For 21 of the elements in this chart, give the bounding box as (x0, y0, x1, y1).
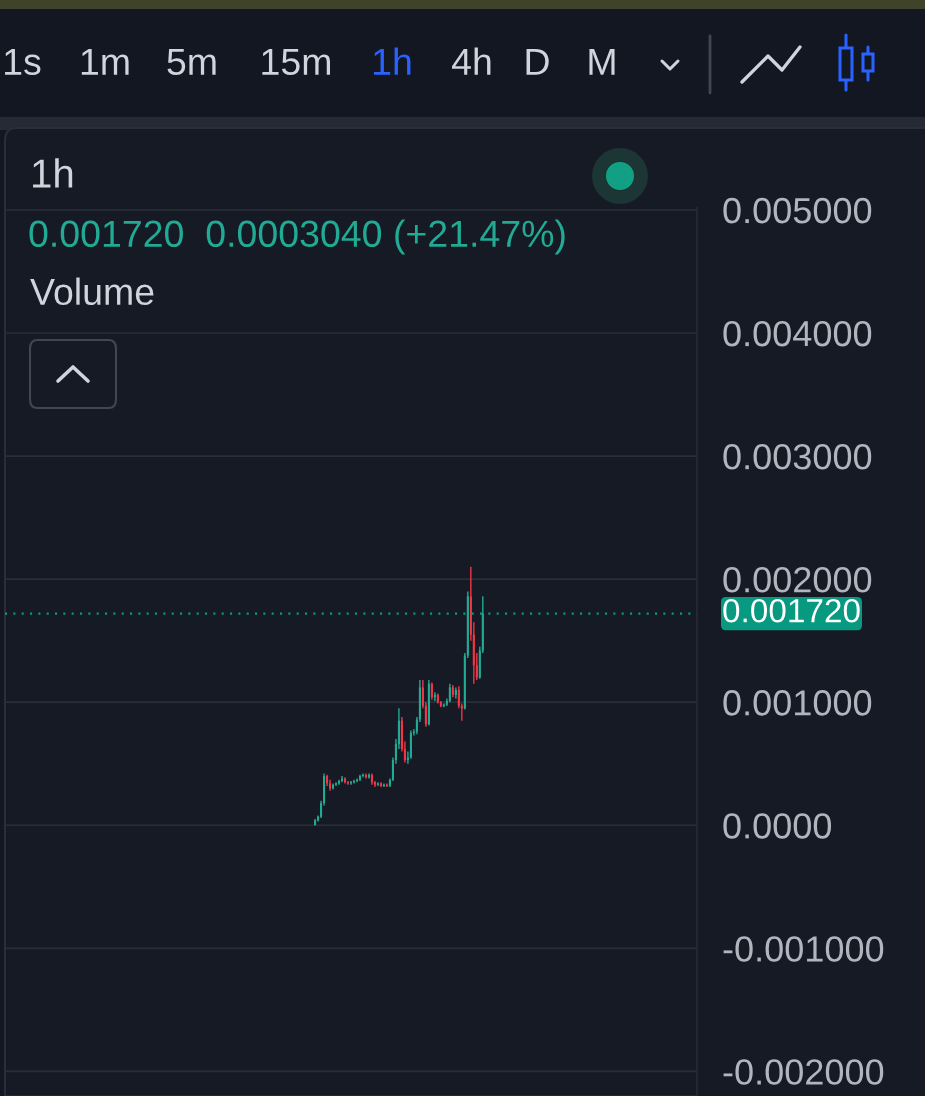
text: 1m (81, 48, 129, 75)
text: 5m (167, 48, 216, 76)
ref-line-label: 0.001720 (723, 598, 860, 623)
y-tick-label: 0.0000 (723, 813, 832, 839)
y-tick-label: -0.002000 (723, 1059, 884, 1085)
y-tick-label: 0.001000 (723, 690, 872, 716)
text: M (589, 48, 615, 75)
text: D (526, 48, 549, 75)
text: 1s (5, 48, 41, 76)
y-tick-label: 0.003000 (723, 443, 872, 470)
chart-title: 1h (33, 158, 73, 188)
candlestick (448, 683, 451, 703)
text: 4h (452, 47, 491, 75)
y-tick-label: 0.004000 (723, 320, 872, 347)
y-tick-label: 0.002000 (723, 567, 872, 593)
annotation: Volume (30, 277, 154, 306)
y-tick-label: 0.005000 (723, 197, 872, 224)
y-tick-label: -0.001000 (723, 936, 884, 962)
text: 15m (262, 48, 330, 76)
chart-subtitle: 0.001720 0.0003040 (+21.47%) (29, 219, 565, 255)
text: 1h (374, 47, 411, 75)
